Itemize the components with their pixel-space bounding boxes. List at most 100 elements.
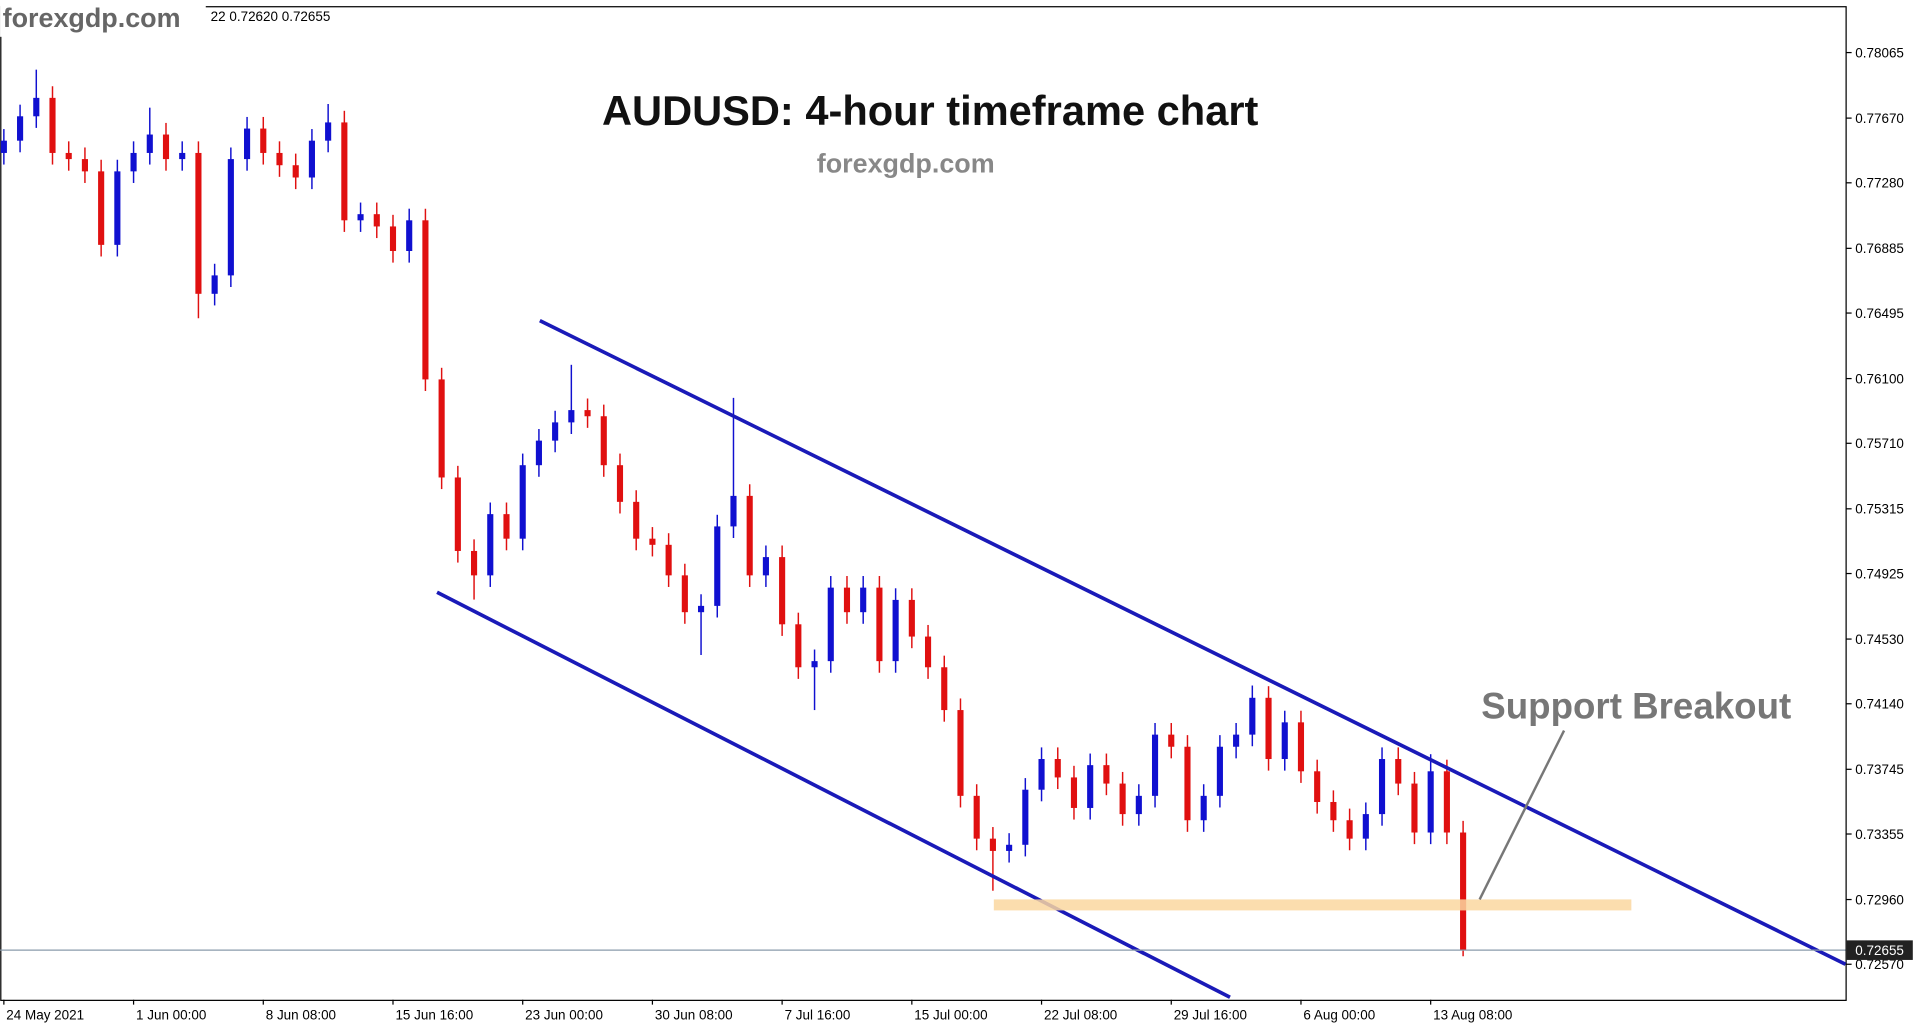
x-tick-label: 30 Jun 08:00 [655,1007,733,1022]
channel-upper [539,318,1847,966]
candle-body [162,134,170,160]
y-tick-label: 0.76885 [1855,241,1904,256]
candle-body [779,557,786,625]
candle-body [1006,844,1013,851]
candle-body [130,152,137,172]
candle-body [341,122,348,221]
y-tick-label: 0.72960 [1855,892,1904,907]
candle-body [973,795,980,839]
watermark-cover [0,0,206,37]
y-tick-label: 0.72570 [1855,957,1904,972]
x-tick-label: 6 Aug 00:00 [1303,1007,1375,1022]
x-tick-label: 15 Jul 00:00 [914,1007,987,1022]
x-tick-label: 7 Jul 16:00 [785,1007,851,1022]
candle-body [1297,722,1305,772]
candle-body [308,140,315,178]
candle-body [1346,820,1353,839]
x-tick-label: 8 Jun 08:00 [266,1007,336,1022]
candle-body [1427,771,1434,833]
candles [0,69,1467,957]
candle-body [843,587,851,613]
annotation-arrow [1478,729,1566,900]
candle-body [762,557,769,576]
candle-body [1233,734,1240,747]
candle-body [503,514,510,539]
candle-body [924,636,932,668]
candle-body [0,140,7,153]
candle-body [746,495,753,576]
candle-body [1200,795,1207,821]
candle-body [941,667,948,711]
x-tick-label: 1 Jun 00:00 [136,1007,206,1022]
candle-body [1249,697,1256,735]
x-tick-label: 23 Jun 00:00 [525,1007,603,1022]
y-tick-label: 0.74925 [1855,566,1904,581]
x-tick-label: 22 Jul 08:00 [1044,1007,1117,1022]
candle-body [244,128,251,160]
watermark: forexgdp.com [3,3,181,33]
candle-body [1460,832,1467,951]
candle-body [989,838,996,851]
chart-subtitle: forexgdp.com [817,149,995,179]
candle-body [1119,783,1126,815]
chart-title: AUDUSD: 4-hour timeframe chart [602,87,1259,134]
candle-body [811,661,818,668]
candle-body [1265,697,1272,760]
x-tick-label: 29 Jul 16:00 [1174,1007,1247,1022]
candle-body [1151,734,1159,796]
candle-body [1411,783,1418,833]
candle-body [827,587,834,662]
candle-body [535,440,542,466]
candle-body [795,624,802,668]
support-zone [993,899,1632,911]
candle-body [600,416,607,466]
last-price-label: 0.72655 [1855,943,1904,958]
candle-body [146,134,153,153]
candle-body [1135,795,1142,815]
candle-body [373,214,380,227]
y-tick-label: 0.75315 [1855,502,1904,517]
candle-body [519,465,526,539]
candle-body [616,465,624,502]
candle-body [1103,765,1110,784]
y-tick-label: 0.75710 [1855,436,1904,451]
candle-body [487,514,494,576]
candle-body [1070,777,1078,808]
y-tick-label: 0.78065 [1855,45,1904,60]
y-tick-label: 0.74530 [1855,632,1904,647]
x-tick-label: 15 Jun 16:00 [395,1007,473,1022]
candle-body [1038,759,1045,790]
candle-body [860,587,867,613]
candle-body [65,152,72,160]
candle-body [584,410,591,417]
y-tick-label: 0.77670 [1855,111,1904,126]
candle-body [730,495,737,527]
channel-lower [436,590,1231,999]
candle-body [908,599,915,637]
candle-body [1362,814,1369,839]
candle-body [876,587,883,662]
y-tick-label: 0.73355 [1855,827,1904,842]
candle-body [1168,734,1175,747]
candle-body [179,152,186,160]
candle-body [1087,765,1094,808]
plot-frame [0,6,1847,1001]
candle-body [406,220,413,252]
candle-body [1281,722,1288,760]
candle-body [1314,771,1321,802]
y-tick-label: 0.74140 [1855,697,1904,712]
x-tick-label: 24 May 2021 [6,1007,84,1022]
y-tick-label: 0.76100 [1855,371,1904,386]
candle-body [98,171,105,245]
last-price-box [1846,940,1913,960]
candle-body [665,544,672,576]
candle-body [389,226,397,252]
candle-body [568,410,575,423]
candle-body [1395,759,1402,784]
candle-body [422,220,429,380]
candle-body [892,599,899,662]
candle-body [33,97,40,117]
candle-body [471,550,478,576]
candle-body [633,501,640,539]
